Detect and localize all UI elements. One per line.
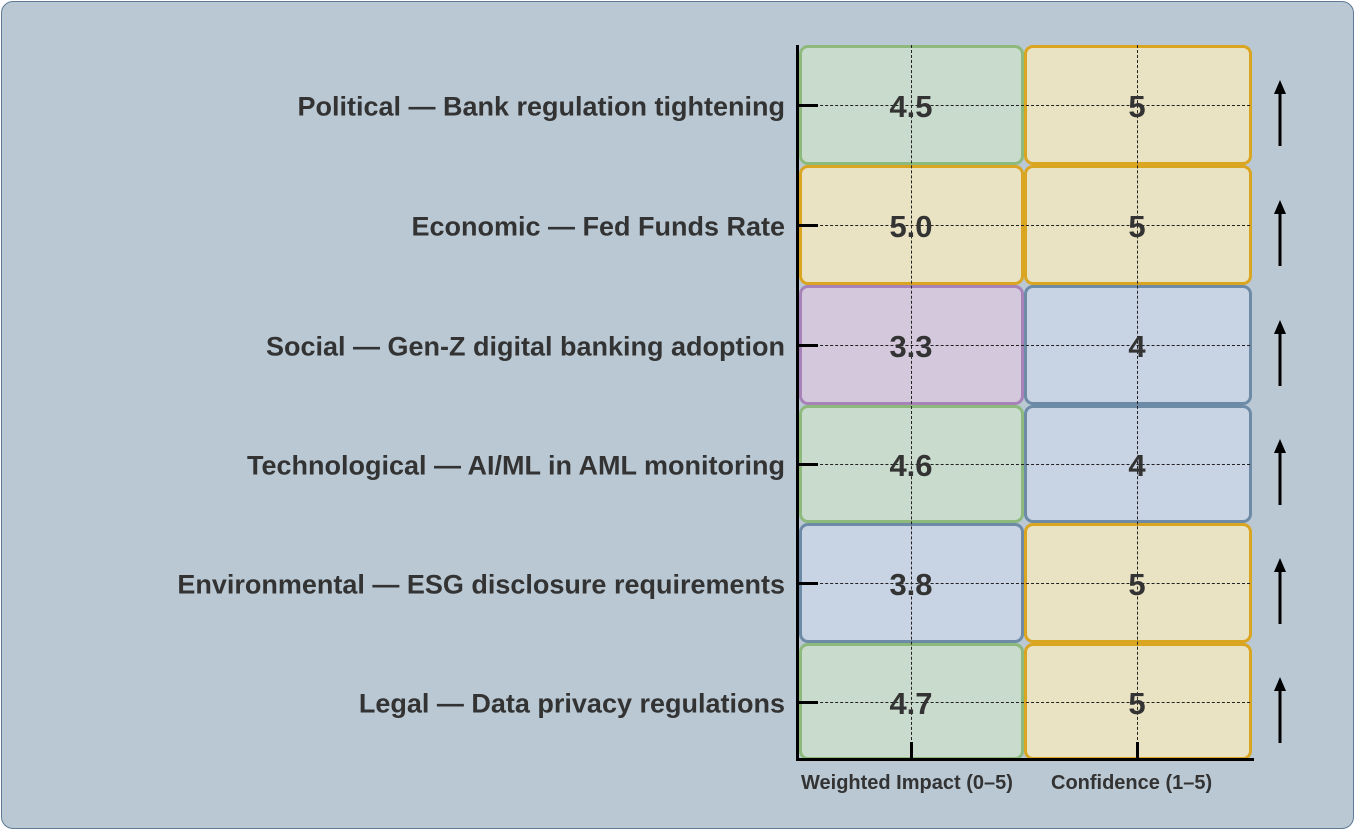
row-label: Environmental — ESG disclosure requireme… <box>177 569 785 600</box>
impact-value: 3.3 <box>889 329 933 364</box>
impact-value: 4.5 <box>889 89 933 124</box>
gridline-vertical <box>911 45 912 760</box>
gridline-horizontal <box>800 702 1250 703</box>
trend-up-arrow-icon <box>1270 558 1290 628</box>
confidence-value: 4 <box>1128 448 1146 483</box>
confidence-value: 5 <box>1128 209 1146 244</box>
row-label: Technological — AI/ML in AML monitoring <box>247 450 785 481</box>
row-label: Political — Bank regulation tightening <box>297 91 785 122</box>
y-tick <box>798 582 818 585</box>
y-tick <box>798 224 818 227</box>
gridline-horizontal <box>800 583 1250 584</box>
x-tick <box>910 742 913 760</box>
y-axis <box>796 45 799 761</box>
row-label: Legal — Data privacy regulations <box>358 688 785 719</box>
confidence-value: 5 <box>1128 567 1146 602</box>
trend-up-arrow-icon <box>1270 439 1290 509</box>
impact-value: 5.0 <box>889 209 933 244</box>
impact-value: 3.8 <box>889 567 933 602</box>
trend-up-arrow-icon <box>1270 320 1290 390</box>
impact-value: 4.6 <box>889 448 933 483</box>
trend-up-arrow-icon <box>1270 677 1290 747</box>
row-label: Economic — Fed Funds Rate <box>411 211 785 242</box>
confidence-cell <box>1024 643 1252 760</box>
x-tick <box>1136 742 1139 760</box>
gridline-horizontal <box>800 345 1250 346</box>
x-label-confidence: Confidence (1–5) <box>1051 772 1213 794</box>
x-label-impact: Weighted Impact (0–5) <box>801 772 1013 794</box>
trend-up-arrow-icon <box>1270 200 1290 270</box>
confidence-value: 4 <box>1128 329 1146 364</box>
row-label: Social — Gen-Z digital banking adoption <box>265 331 785 362</box>
gridline-horizontal <box>800 105 1250 106</box>
confidence-value: 5 <box>1128 686 1146 721</box>
y-tick <box>798 344 818 347</box>
y-tick <box>798 104 818 107</box>
gridline-vertical <box>1137 45 1138 760</box>
trend-up-arrow-icon <box>1270 80 1290 150</box>
y-tick <box>798 701 818 704</box>
x-axis <box>796 758 1254 761</box>
gridline-horizontal <box>800 464 1250 465</box>
y-tick <box>798 463 818 466</box>
impact-value: 4.7 <box>889 686 933 721</box>
confidence-value: 5 <box>1128 89 1146 124</box>
gridline-horizontal <box>800 225 1250 226</box>
